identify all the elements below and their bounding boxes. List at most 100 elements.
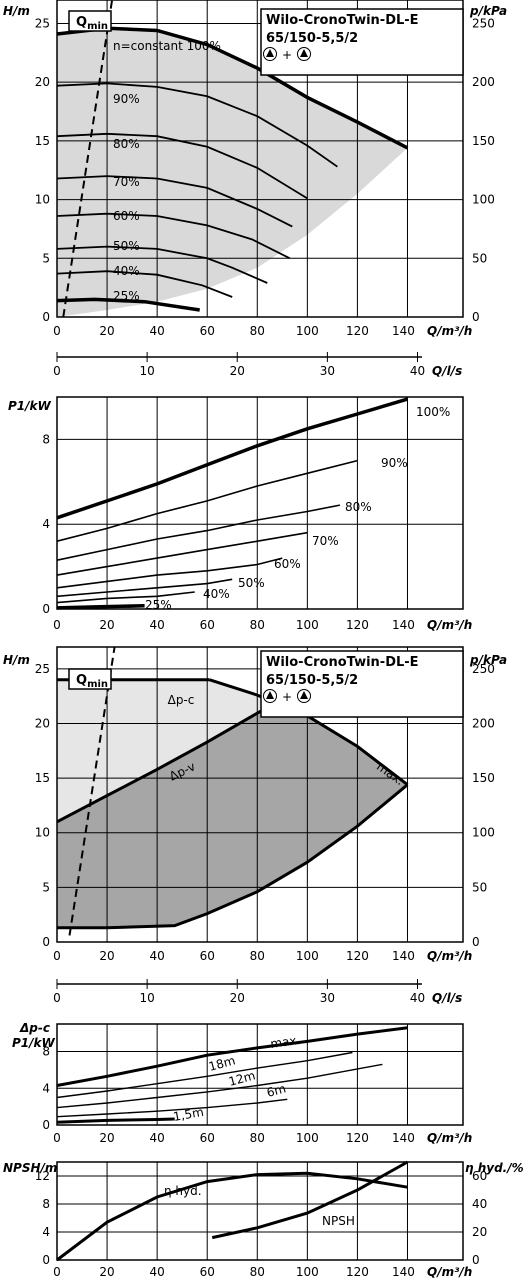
x-tick-label: 140 bbox=[392, 949, 415, 963]
y-right-tick-label: 200 bbox=[472, 716, 495, 730]
secondary-x-tick-label: 30 bbox=[320, 991, 335, 1005]
power-curve-label: 90% bbox=[381, 456, 408, 470]
power-curve-60 bbox=[56, 557, 283, 589]
curve-label: 70% bbox=[113, 175, 140, 189]
x-tick-label: 120 bbox=[346, 949, 369, 963]
y-tick-label: 4 bbox=[42, 1081, 50, 1095]
x-tick-label: 120 bbox=[346, 1131, 369, 1145]
y-tick-label: 15 bbox=[35, 771, 50, 785]
x-tick-label: 80 bbox=[250, 324, 265, 338]
plot-frame bbox=[56, 1023, 464, 1126]
y-tick-label: 4 bbox=[42, 1225, 50, 1239]
curve-70 bbox=[56, 175, 293, 228]
y-tick-label: 20 bbox=[35, 75, 50, 89]
y-right-tick-label: 0 bbox=[472, 1253, 480, 1267]
power-curve-80 bbox=[56, 504, 341, 561]
secondary-x-tick-label: 0 bbox=[53, 364, 61, 378]
y-tick-label: 8 bbox=[42, 432, 50, 446]
x-tick-label: 40 bbox=[149, 324, 164, 338]
x-tick-label: 120 bbox=[346, 1265, 369, 1279]
eta-hyd-curve bbox=[56, 1171, 408, 1262]
plot-frame bbox=[56, 646, 464, 943]
plus-sign: + bbox=[282, 690, 292, 704]
eta-hyd-label: η hyd. bbox=[164, 1184, 202, 1198]
y-axis-label: P1/kW bbox=[8, 399, 52, 413]
curve-25 bbox=[56, 297, 200, 312]
curve-50 bbox=[56, 245, 268, 284]
secondary-x-axis-label: Q/l/s bbox=[432, 364, 462, 378]
power-curve-label: 80% bbox=[345, 500, 372, 514]
secondary-x-tick-label: 0 bbox=[53, 991, 61, 1005]
power-curve-50 bbox=[56, 578, 233, 598]
y-right-axis-label: p/kPa bbox=[469, 4, 507, 18]
pump-triangle-icon bbox=[266, 691, 274, 699]
y-right-tick-label: 0 bbox=[472, 310, 480, 324]
y-tick-label: 8 bbox=[42, 1045, 50, 1059]
y-tick-label: 12 bbox=[35, 1169, 50, 1183]
y-right-tick-label: 250 bbox=[472, 662, 495, 676]
secondary-x-tick-label: 10 bbox=[139, 364, 154, 378]
x-tick-label: 80 bbox=[250, 1265, 265, 1279]
y-right-tick-label: 100 bbox=[472, 826, 495, 840]
x-tick-label: 60 bbox=[200, 1265, 215, 1279]
power-curve-1,5m bbox=[56, 1117, 175, 1124]
x-tick-label: 0 bbox=[53, 618, 61, 632]
power-curve-label: 25% bbox=[145, 598, 172, 612]
control-curve bbox=[57, 783, 409, 930]
power-curve-12m bbox=[56, 1063, 383, 1109]
curve-label: n=constant 100% bbox=[113, 39, 221, 53]
dpc-label: Δp-c bbox=[168, 693, 195, 707]
npsh-label: NPSH bbox=[322, 1214, 355, 1228]
y-tick-label: 25 bbox=[35, 662, 50, 676]
power-curve-40 bbox=[56, 591, 195, 604]
power-curve-100 bbox=[56, 397, 408, 520]
dpv-range-area bbox=[57, 701, 408, 928]
secondary-x-axis-label: Q/l/s bbox=[432, 991, 462, 1005]
x-axis-label: Q/m³/h bbox=[427, 1265, 472, 1279]
power-curve-label: 70% bbox=[312, 534, 339, 548]
x-tick-label: 140 bbox=[392, 618, 415, 632]
curve-40 bbox=[56, 270, 233, 298]
qmin-subscript: min bbox=[87, 21, 108, 32]
plus-sign: + bbox=[282, 48, 292, 62]
y-right-tick-label: 150 bbox=[472, 771, 495, 785]
plot-frame bbox=[56, 1161, 464, 1261]
y-right-tick-label: 50 bbox=[472, 251, 487, 265]
curve-label: 25% bbox=[113, 289, 140, 303]
power-curve-label: 100% bbox=[416, 405, 450, 419]
curve-60 bbox=[56, 212, 291, 260]
y-right-tick-label: 40 bbox=[472, 1197, 487, 1211]
x-tick-label: 100 bbox=[296, 1131, 319, 1145]
y-tick-label: 0 bbox=[42, 1118, 50, 1132]
y-tick-label: 20 bbox=[35, 716, 50, 730]
x-tick-label: 100 bbox=[296, 1265, 319, 1279]
power-curve-6m bbox=[56, 1098, 288, 1118]
x-tick-label: 20 bbox=[99, 618, 114, 632]
secondary-x-tick-label: 10 bbox=[139, 991, 154, 1005]
title-line-2: 65/150-5,5/2 bbox=[266, 673, 358, 688]
qmin-box bbox=[68, 668, 112, 690]
curve-label: 40% bbox=[113, 264, 140, 278]
power-curve-label: max. bbox=[269, 1033, 301, 1051]
title-box bbox=[260, 8, 464, 76]
qmin-subscript: min bbox=[87, 679, 108, 690]
x-axis-label: Q/m³/h bbox=[427, 1131, 472, 1145]
y-right-tick-label: 150 bbox=[472, 134, 495, 148]
power-curve-18m bbox=[56, 1051, 353, 1099]
y-axis-label: P1/kW bbox=[12, 1036, 56, 1050]
y-right-tick-label: 100 bbox=[472, 193, 495, 207]
x-tick-label: 20 bbox=[99, 949, 114, 963]
power-curve-label: 50% bbox=[238, 576, 265, 590]
x-tick-label: 0 bbox=[53, 1131, 61, 1145]
x-tick-label: 40 bbox=[149, 618, 164, 632]
operating-range-area bbox=[57, 28, 408, 317]
power-curve-label: 18m bbox=[207, 1053, 237, 1074]
secondary-x-tick-label: 40 bbox=[410, 364, 425, 378]
power-curve-label: 12m bbox=[227, 1068, 257, 1089]
x-tick-label: 60 bbox=[200, 1131, 215, 1145]
y-tick-label: 10 bbox=[35, 193, 50, 207]
pump-triangle-icon bbox=[266, 49, 274, 57]
secondary-x-tick-label: 30 bbox=[320, 364, 335, 378]
x-tick-label: 20 bbox=[99, 1265, 114, 1279]
